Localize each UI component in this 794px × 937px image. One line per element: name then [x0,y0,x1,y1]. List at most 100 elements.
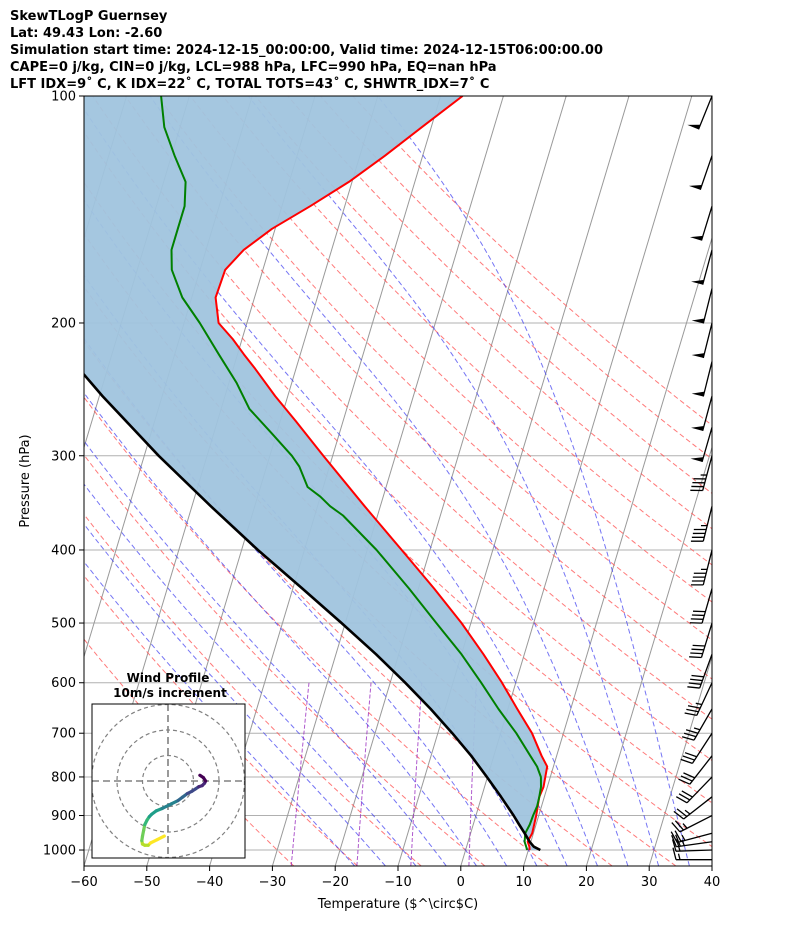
wind-barb-half [682,823,688,829]
dry-adiabat [352,96,712,426]
wind-barb [690,455,713,492]
wind-barb-flag [690,457,704,462]
hodograph-title: Wind Profile [127,671,210,685]
wind-barb-half [681,834,686,841]
wind-barb-full [687,705,701,709]
wind-barb-staff [675,849,713,852]
wind-barb-staff [679,814,713,833]
wind-barb [671,814,713,833]
wind-barb-staff [691,732,713,764]
wind-barb [689,205,713,241]
location-coordinates: Lat: 49.43 Lon: -2.60 [10,26,163,41]
x-tick-label: −50 [133,875,160,890]
y-tick-label: 500 [51,617,76,632]
chart-title: SkewTLogP Guernsey [10,9,168,24]
wind-barb [673,796,713,820]
y-tick-label: 300 [51,449,76,464]
x-tick-label: 10 [515,875,532,890]
wind-barb-full [678,778,691,785]
wind-barb-staff [702,395,713,431]
moist-adiabat [377,96,690,866]
wind-barb-half [693,727,701,731]
y-tick-label: 800 [51,770,76,785]
wind-barb-full [674,820,684,831]
moist-adiabat [247,96,660,866]
wind-barb-full [680,775,693,782]
wind-barb-staff [696,682,713,716]
wind-barb [691,395,713,431]
wind-barb [691,288,713,324]
dry-adiabat [84,454,486,866]
wind-barb-full [671,839,677,852]
mixing-ratio-line [290,682,310,866]
wind-barb [687,654,713,689]
wind-barb-staff [702,506,713,542]
dry-adiabat [84,131,712,762]
wind-barb-full [684,712,697,717]
wind-barb-full [690,678,703,682]
wind-barb-full [692,644,706,647]
wind-barb-full [675,834,681,847]
wind-barb-staff [700,622,713,658]
wind-barb-full [687,686,700,689]
moist-adiabat [84,337,508,866]
y-tick-label: 900 [51,809,76,824]
wind-barb-full [691,648,704,651]
hodograph-inset: Wind Profile 10m/s increment [91,671,246,859]
isotherm-line [648,654,712,866]
wind-barb-full [691,674,704,678]
x-tick-label: 30 [641,875,658,890]
wind-barb-full [676,808,688,818]
dry-adiabat [92,96,712,720]
wind-barb-staff [702,549,713,586]
wind-barb [672,847,712,861]
sounding-profiles [84,96,549,852]
moist-adiabat [84,108,598,866]
wind-barb-flag [691,391,705,397]
wind-barb-full [690,652,703,655]
wind-barb [689,588,713,624]
x-axis-label: Temperature ($^\circ$C) [317,897,478,912]
hodograph-segment [198,773,205,780]
y-tick-label: 100 [51,90,76,105]
wind-barb-staff [702,249,713,285]
wind-barb-flag [691,279,704,285]
wind-barb [691,249,713,285]
wind-barb-staff [702,455,713,491]
mixing-ratio-line [356,682,372,866]
wind-barb [670,830,713,844]
isotherm-line [0,96,1,866]
wind-barb-full [688,682,702,685]
wind-barb [691,322,713,359]
wind-barb-full [680,758,693,765]
simulation-times: Simulation start time: 2024-12-15_00:00:… [10,43,603,58]
wind-barb-staff [699,654,713,689]
wind-barb-full [674,830,682,842]
wind-barb-full [678,793,691,801]
dry-adiabat [319,96,712,460]
wind-barbs [670,95,713,861]
wind-barb-full [671,835,677,847]
moist-adiabat [84,392,477,866]
x-tick-label: −60 [70,875,97,890]
x-tick-label: −40 [196,875,223,890]
wind-barb-staff [699,155,713,190]
mixing-ratio-line [410,682,423,866]
wind-barb-full [675,796,688,804]
y-axis-label: Pressure (hPa) [18,434,33,527]
wind-barb-flag [691,318,705,324]
y-tick-label: 400 [51,543,76,558]
wind-barb-full [685,729,699,734]
wind-barb-staff [700,205,713,241]
wind-barb [680,732,713,765]
dewpoint-line [160,96,542,851]
wind-barb [690,506,713,542]
dry-adiabat [189,96,712,603]
wind-barb-staff [686,776,713,804]
axes: −60 −50 −40 −30 −20 −10 0 10 20 30 40 1000 900 800 700… [43,90,720,891]
chart-header: SkewTLogP Guernsey Lat: 49.43 Lon: -2.60… [10,8,603,93]
dry-adiabat [287,96,712,494]
wind-barb-staff [689,755,713,785]
stability-indices-2: LFT IDX=9˚ C, K IDX=22˚ C, TOTAL TOTS=43… [10,77,490,92]
wind-barb-half [677,853,681,860]
